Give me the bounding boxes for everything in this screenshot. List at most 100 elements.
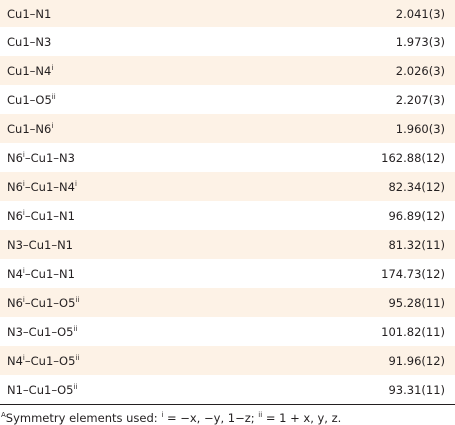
- bond-value: 95.28(11): [388, 295, 445, 310]
- atom-label: O5: [35, 92, 52, 107]
- bond-value: 91.96(12): [388, 353, 445, 368]
- symmetry-superscript: ii: [75, 295, 80, 304]
- table-row: N4i–Cu1–O5ii 91.96(12): [0, 346, 455, 375]
- footnote-text-1: Symmetry elements used:: [5, 411, 162, 425]
- bond-label: Cu1–N3: [7, 35, 51, 49]
- bond-label: N6i–Cu1–O5ii: [7, 296, 79, 310]
- atom-label: Cu1: [30, 353, 54, 368]
- bond-separator: –: [53, 353, 60, 368]
- bond-label: N3–Cu1–N1: [7, 238, 73, 252]
- atom-label: N1: [35, 6, 52, 21]
- bond-label: N6i–Cu1–N1: [7, 209, 75, 223]
- bond-separator: –: [24, 353, 31, 368]
- atom-label: Cu1: [7, 34, 30, 49]
- bond-separator: –: [24, 208, 31, 223]
- symmetry-superscript: i: [22, 150, 25, 159]
- bond-label: Cu1–N1: [7, 7, 51, 21]
- bond-value: 93.31(11): [388, 382, 445, 397]
- atom-label: O5: [59, 353, 76, 368]
- atom-label: N4: [7, 266, 23, 281]
- atom-label: Cu1: [28, 237, 52, 252]
- bond-label: N1–Cu1–O5ii: [7, 383, 77, 397]
- bond-separator: –: [53, 266, 60, 281]
- atom-label: N4: [35, 63, 52, 78]
- atom-label: N6: [7, 150, 23, 165]
- atom-label: Cu1: [30, 266, 54, 281]
- symmetry-superscript: i: [22, 179, 25, 188]
- table-row: Cu1–N3 1.973(3): [0, 27, 455, 56]
- bond-separator: –: [51, 237, 58, 252]
- atom-label: Cu1: [30, 295, 54, 310]
- bond-value: 1.960(3): [395, 121, 445, 136]
- bond-separator: –: [29, 121, 36, 136]
- atom-label: Cu1: [7, 121, 30, 136]
- atom-label: Cu1: [7, 92, 30, 107]
- atom-label: Cu1: [7, 63, 30, 78]
- table-row: N6i–Cu1–N1 96.89(12): [0, 201, 455, 230]
- bond-separator: –: [24, 179, 31, 194]
- atom-label: N1: [7, 382, 23, 397]
- atom-label: N1: [59, 208, 75, 223]
- symmetry-superscript: ii: [73, 382, 78, 391]
- bond-value: 101.82(11): [381, 324, 445, 339]
- bond-label: N3–Cu1–O5ii: [7, 325, 77, 339]
- bond-label: N6i–Cu1–N4i: [7, 180, 77, 194]
- bond-value: 2.207(3): [395, 92, 445, 107]
- table-footnote: ASymmetry elements used: i = −x, −y, 1−z…: [0, 405, 455, 425]
- bond-separator: –: [24, 150, 31, 165]
- table-row: N6i–Cu1–N3 162.88(12): [0, 143, 455, 172]
- bond-separator: –: [24, 266, 31, 281]
- bond-separator: –: [53, 179, 60, 194]
- bond-value: 96.89(12): [388, 208, 445, 223]
- footnote-text-3: = 1 + x, y, z.: [262, 411, 342, 425]
- atom-label: O5: [59, 295, 76, 310]
- table-row: Cu1–N4i 2.026(3): [0, 56, 455, 85]
- atom-label: O5: [57, 382, 74, 397]
- atom-label: Cu1: [28, 324, 52, 339]
- bond-label: Cu1–N4i: [7, 64, 53, 78]
- symmetry-superscript: i: [22, 353, 25, 362]
- atom-label: N1: [59, 266, 75, 281]
- bond-separator: –: [24, 295, 31, 310]
- bond-separator: –: [29, 92, 36, 107]
- table-row: N3–Cu1–O5ii 101.82(11): [0, 317, 455, 346]
- atom-label: Cu1: [30, 208, 54, 223]
- atom-label: Cu1: [7, 6, 30, 21]
- bond-value: 162.88(12): [381, 150, 445, 165]
- table-row: Cu1–O5ii 2.207(3): [0, 85, 455, 114]
- bond-value: 2.041(3): [395, 6, 445, 21]
- table-row: N4i–Cu1–N1 174.73(12): [0, 259, 455, 288]
- atom-label: N4: [7, 353, 23, 368]
- symmetry-superscript: ii: [73, 324, 78, 333]
- symmetry-superscript: i: [51, 63, 54, 72]
- bond-label: Cu1–O5ii: [7, 93, 56, 107]
- bond-value: 174.73(12): [381, 266, 445, 281]
- atom-label: N6: [35, 121, 52, 136]
- bond-separator: –: [22, 382, 29, 397]
- bond-value: 2.026(3): [395, 63, 445, 78]
- symmetry-superscript: i: [22, 295, 25, 304]
- atom-label: N3: [35, 34, 52, 49]
- table-row: N1–Cu1–O5ii 93.31(11): [0, 375, 455, 404]
- bond-separator: –: [53, 295, 60, 310]
- symmetry-superscript: ii: [51, 92, 56, 101]
- bond-separator: –: [51, 324, 58, 339]
- bond-separator: –: [51, 382, 58, 397]
- footnote-text-2: = −x, −y, 1−z;: [163, 411, 259, 425]
- bond-separator: –: [53, 208, 60, 223]
- atom-label: N3: [7, 237, 23, 252]
- atom-label: O5: [57, 324, 74, 339]
- atom-label: Cu1: [28, 382, 52, 397]
- bond-label: N4i–Cu1–O5ii: [7, 354, 79, 368]
- table-row: N6i–Cu1–N4i 82.34(12): [0, 172, 455, 201]
- symmetry-superscript: i: [74, 179, 77, 188]
- bond-geometry-table: Cu1–N1 2.041(3) Cu1–N3 1.973(3) Cu1–N4i 2.026…: [0, 0, 455, 405]
- symmetry-superscript: i: [22, 266, 25, 275]
- bond-separator: –: [29, 63, 36, 78]
- symmetry-superscript: i: [51, 121, 54, 130]
- atom-label: Cu1: [30, 150, 54, 165]
- atom-label: N6: [7, 179, 23, 194]
- bond-separator: –: [22, 324, 29, 339]
- bond-value: 82.34(12): [388, 179, 445, 194]
- atom-label: N3: [7, 324, 23, 339]
